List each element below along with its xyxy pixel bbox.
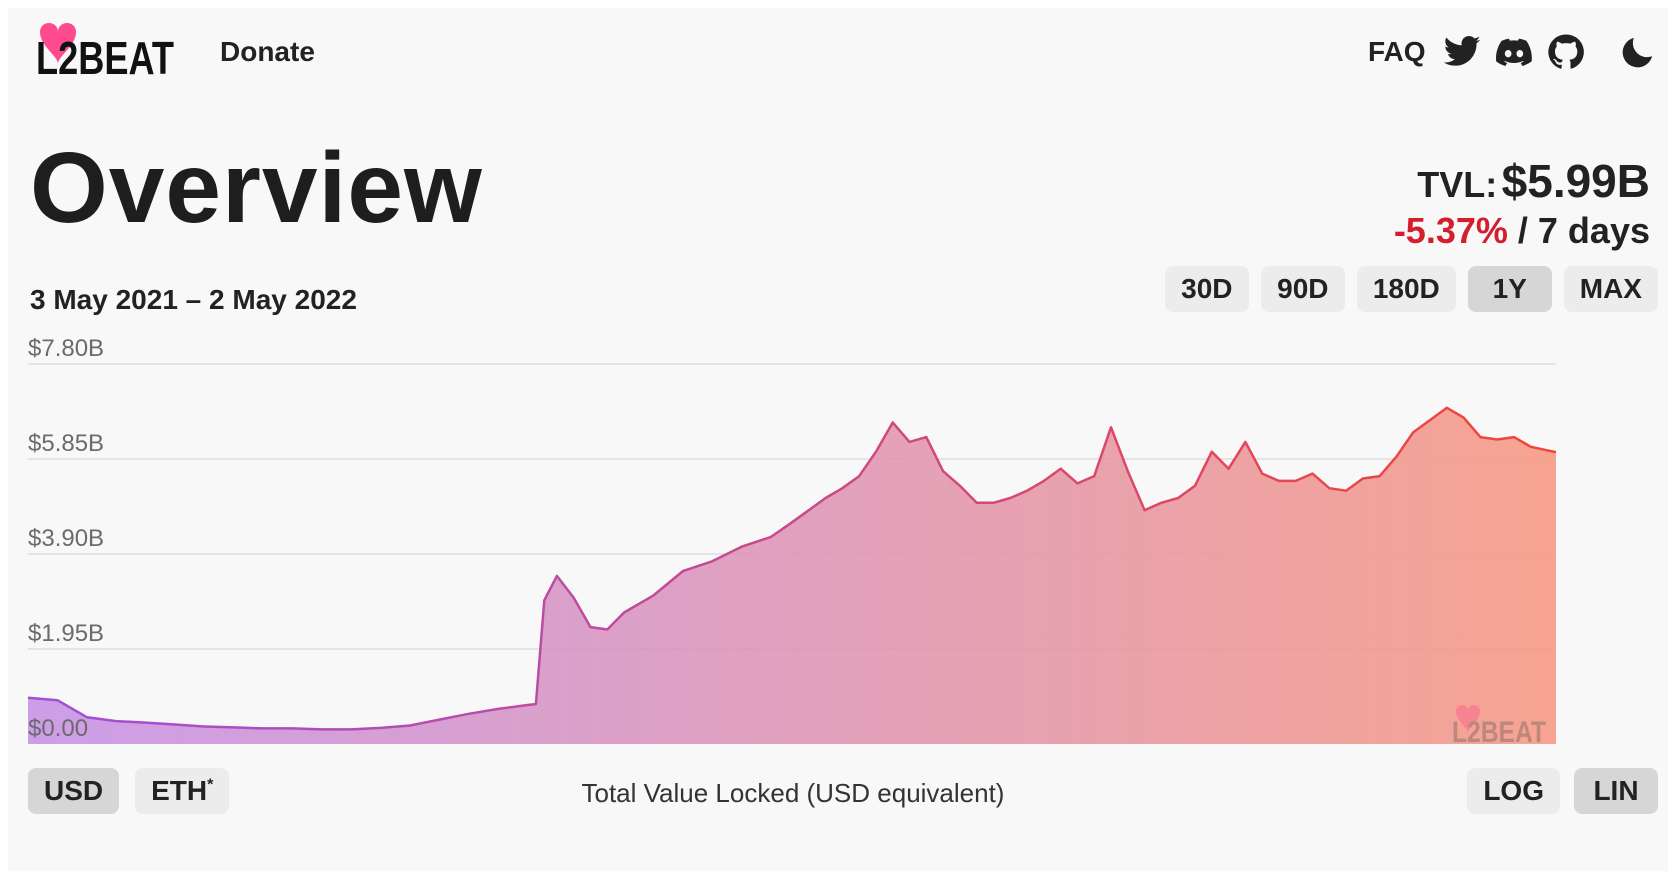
date-range: 3 May 2021 – 2 May 2022 [30, 284, 357, 315]
currency-selector: USD ETH* [28, 768, 230, 814]
range-button-1y[interactable]: 1Y [1467, 266, 1552, 312]
series-line [27, 406, 1557, 731]
y-tick-label: $5.85B [28, 430, 104, 457]
tvl-change-value: -5.37% [1393, 210, 1508, 251]
currency-button-usd[interactable]: USD [28, 768, 120, 814]
chart-caption: Total Value Locked (USD equivalent) [581, 778, 1005, 808]
page-title: Overview [30, 132, 483, 244]
tvl-change-period: / 7 days [1517, 210, 1650, 251]
watermark-text: L2BEAT [1452, 716, 1546, 749]
y-tick-label: $7.80B [28, 335, 104, 362]
scale-button-log[interactable]: LOG [1467, 768, 1560, 814]
series-area-fill [28, 407, 1556, 744]
scale-button-lin[interactable]: LIN [1574, 768, 1658, 814]
tvl-value: $5.99B [1501, 155, 1650, 207]
y-tick-label: $0.00 [28, 715, 88, 742]
tvl-chart[interactable]: $7.80B $5.85B $3.90B $1.95B $0.00 L2BEAT [8, 328, 1668, 758]
donate-link[interactable]: Donate [220, 36, 315, 67]
eth-footnote-marker: * [207, 776, 214, 794]
tvl-summary: TVL: $5.99B [1417, 154, 1650, 208]
y-tick-label: $3.90B [28, 525, 104, 552]
moon-icon[interactable] [1618, 32, 1658, 72]
scale-selector: LOG LIN [1467, 768, 1658, 814]
tvl-label: TVL: [1417, 164, 1498, 205]
range-button-90d[interactable]: 90D [1260, 266, 1345, 312]
range-button-180d[interactable]: 180D [1356, 266, 1456, 312]
tvl-change: -5.37% / 7 days [1394, 210, 1650, 252]
chart-area-layer [27, 406, 1557, 744]
chart-watermark: L2BEAT [1452, 705, 1546, 749]
github-icon[interactable] [1546, 32, 1586, 72]
currency-button-eth-label: ETH [151, 775, 208, 806]
y-tick-label: $1.95B [28, 620, 104, 647]
range-selector: 30D 90D 180D 1Y MAX [1164, 266, 1658, 312]
range-button-max[interactable]: MAX [1563, 266, 1658, 312]
logo-text: L2BEAT [36, 32, 174, 84]
faq-link[interactable]: FAQ [1368, 36, 1426, 67]
page: L2BEAT Donate FAQ Overview TVL: $5.99B -… [8, 8, 1668, 871]
l2beat-logo[interactable]: L2BEAT [30, 18, 180, 84]
twitter-icon[interactable] [1442, 32, 1482, 72]
currency-button-eth[interactable]: ETH* [135, 768, 230, 814]
discord-icon[interactable] [1494, 32, 1534, 72]
range-button-30d[interactable]: 30D [1164, 266, 1249, 312]
chart-tick-labels: $7.80B $5.85B $3.90B $1.95B $0.00 [28, 335, 104, 742]
